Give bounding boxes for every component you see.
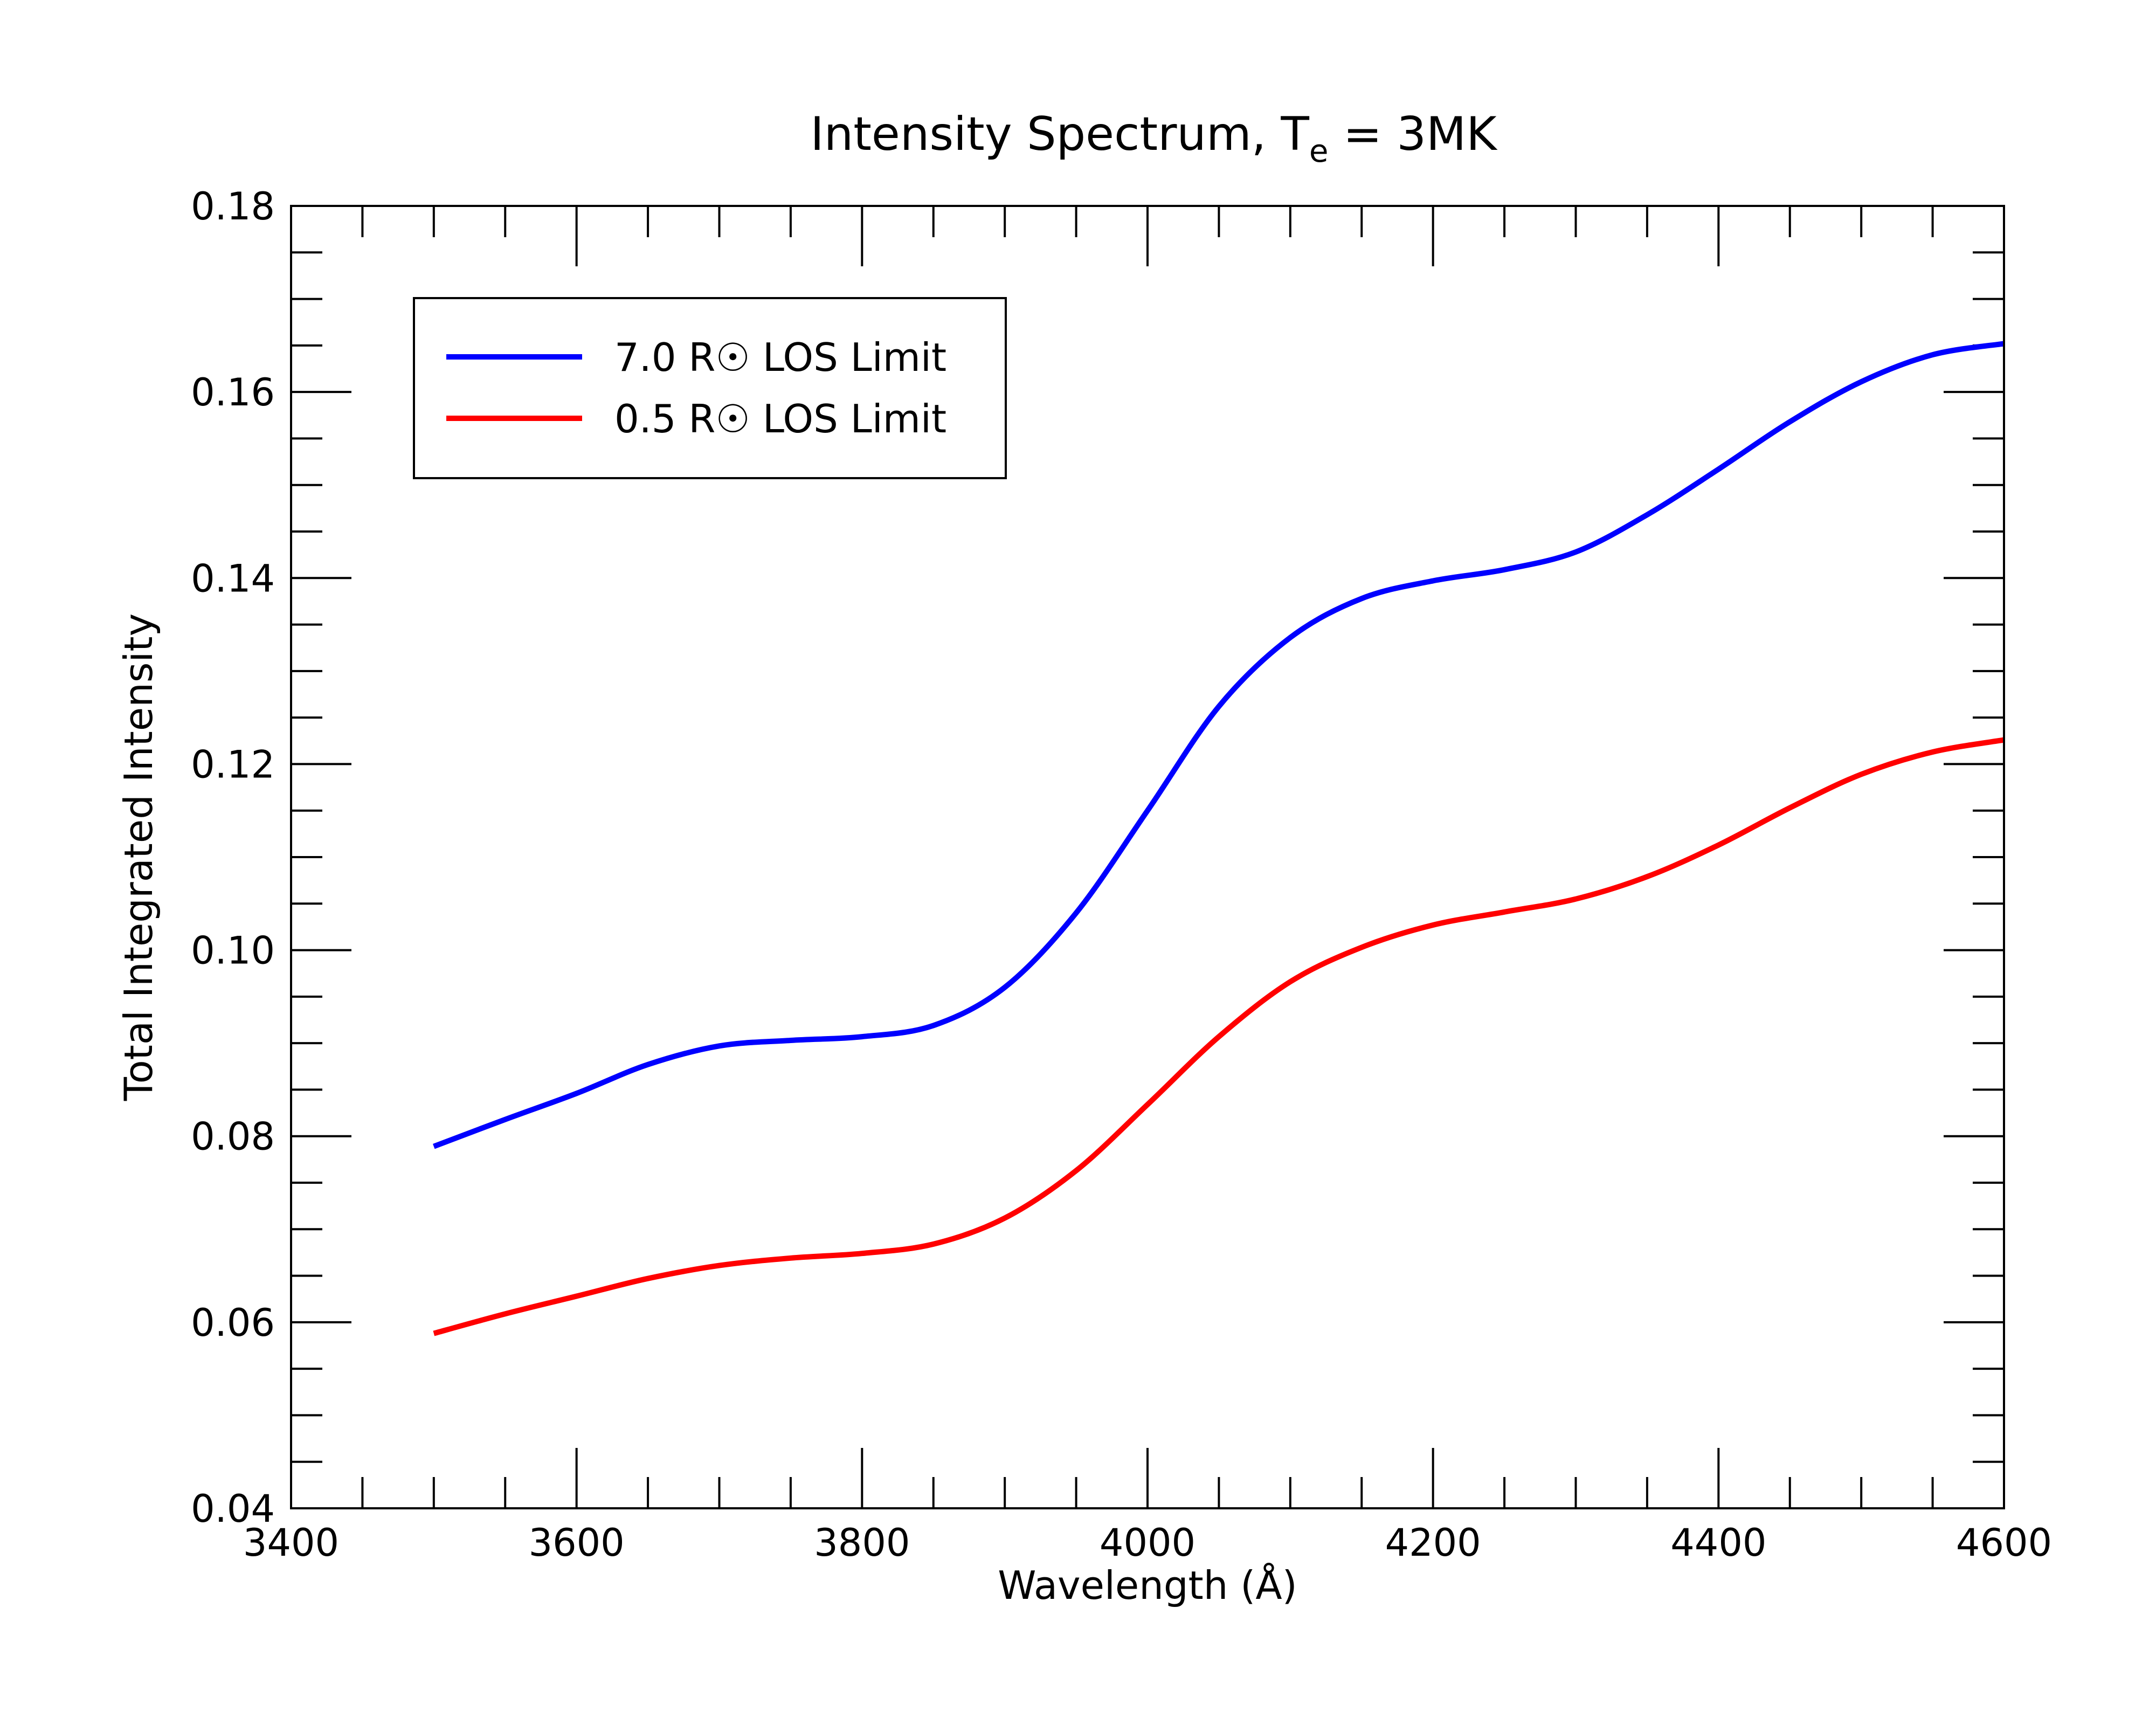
y-tick-label: 0.06 <box>191 1301 275 1345</box>
series-line-1 <box>433 737 2005 1336</box>
y-tick-label: 0.18 <box>191 184 275 229</box>
x-tick-label: 4200 <box>1385 1521 1481 1565</box>
x-tick-label: 3400 <box>243 1521 339 1565</box>
x-tick-label: 3800 <box>814 1521 910 1565</box>
chart-title: Intensity Spectrum, Te = 3MK <box>810 107 1498 169</box>
y-tick-label: 0.16 <box>191 370 275 415</box>
series-line-0 <box>433 341 2005 1149</box>
x-tick-label: 3600 <box>529 1521 625 1565</box>
y-tick-label: 0.04 <box>191 1487 275 1531</box>
legend-label-red: 0.5 R☉ LOS Limit <box>614 396 946 441</box>
plot-frame <box>290 205 2005 1509</box>
y-tick-label: 0.10 <box>191 929 275 973</box>
legend-label-blue: 7.0 R☉ LOS Limit <box>614 335 946 380</box>
legend: 7.0 R☉ LOS Limit 0.5 R☉ LOS Limit <box>413 297 1007 479</box>
x-tick-label: 4600 <box>1956 1521 2052 1565</box>
chart-title-subscript: e <box>1309 133 1329 169</box>
chart-title-main: Intensity Spectrum, T <box>810 107 1309 161</box>
x-tick-label: 4400 <box>1670 1521 1766 1565</box>
x-axis-label: Wavelength (Å) <box>998 1563 1297 1608</box>
x-tick-label: 4000 <box>1100 1521 1196 1565</box>
y-tick-label: 0.08 <box>191 1115 275 1159</box>
y-tick-label: 0.12 <box>191 742 275 786</box>
y-axis-label: Total Integrated Intensity <box>116 613 161 1101</box>
legend-box <box>413 297 1007 479</box>
y-tick-label: 0.14 <box>191 556 275 601</box>
data-series <box>433 341 2005 1336</box>
chart-title-suffix: = 3MK <box>1329 107 1498 161</box>
